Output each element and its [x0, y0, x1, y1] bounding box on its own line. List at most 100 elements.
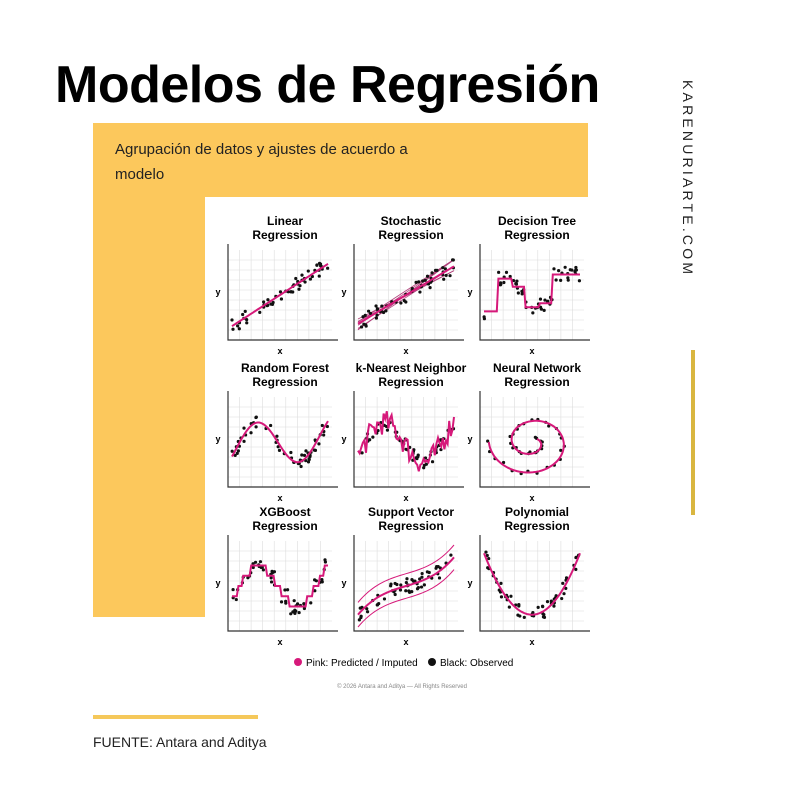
- dot: [326, 266, 330, 270]
- dot: [439, 447, 443, 452]
- dot: [363, 313, 367, 317]
- axis: [227, 535, 338, 632]
- dot: [374, 316, 379, 320]
- panel-title: Regression: [378, 375, 443, 389]
- x-label: x: [403, 637, 408, 647]
- panel-title: Regression: [504, 228, 569, 242]
- dot: [279, 600, 284, 604]
- dot: [362, 322, 366, 326]
- dot: [416, 455, 420, 459]
- dot: [430, 460, 435, 464]
- dot: [414, 280, 418, 284]
- dot: [234, 597, 238, 602]
- dot: [382, 597, 387, 601]
- y-label: y: [341, 287, 346, 297]
- dot: [448, 274, 452, 278]
- title: Modelos de Regresión: [55, 56, 600, 114]
- dot: [231, 587, 235, 592]
- panel-title: Polynomial: [505, 505, 569, 519]
- dot: [230, 449, 234, 453]
- dot: [306, 460, 311, 464]
- dot: [531, 611, 535, 615]
- dot: [393, 592, 397, 597]
- dot: [289, 450, 293, 455]
- dot: [275, 434, 279, 438]
- dot: [317, 442, 321, 446]
- dot: [427, 570, 431, 575]
- dot: [293, 611, 297, 616]
- dot: [258, 310, 262, 315]
- dot: [407, 589, 411, 593]
- dot: [289, 290, 293, 294]
- dot: [566, 278, 570, 282]
- axis: [479, 244, 590, 341]
- accent-line: [93, 715, 258, 719]
- dot: [549, 599, 553, 603]
- dot: [309, 601, 313, 605]
- dot: [423, 456, 428, 460]
- dot: [359, 325, 364, 329]
- dot: [422, 466, 426, 470]
- dot: [442, 277, 446, 281]
- dot: [546, 299, 550, 303]
- dot: [325, 424, 329, 429]
- dot: [552, 604, 556, 608]
- panel-title: Regression: [252, 519, 317, 533]
- dot: [539, 307, 543, 311]
- dot: [245, 318, 249, 322]
- axis: [353, 391, 464, 488]
- dot: [562, 592, 566, 596]
- dot: [574, 567, 578, 571]
- dot: [430, 271, 434, 275]
- dot: [308, 277, 313, 281]
- dot: [384, 309, 388, 313]
- dot: [393, 581, 397, 586]
- dot: [574, 555, 578, 560]
- dot: [360, 451, 364, 455]
- dot: [404, 589, 408, 593]
- dot: [421, 279, 425, 283]
- dot: [516, 291, 520, 295]
- dot: [278, 290, 283, 294]
- dot: [359, 616, 363, 620]
- dot: [410, 287, 414, 291]
- x-label: x: [529, 346, 534, 356]
- fit: [357, 556, 455, 616]
- panel-title: Decision Tree: [498, 214, 576, 228]
- dot: [266, 298, 270, 302]
- dot: [415, 587, 420, 591]
- x-label: x: [529, 493, 534, 503]
- dot: [577, 279, 582, 283]
- dot: [231, 327, 235, 331]
- dot: [487, 556, 491, 561]
- dot: [258, 560, 263, 564]
- dot: [568, 268, 572, 272]
- dot: [289, 612, 293, 616]
- x-label: x: [403, 346, 408, 356]
- dot: [374, 304, 378, 308]
- dot: [389, 584, 393, 588]
- dot: [365, 607, 369, 611]
- dot: [251, 562, 255, 566]
- axis: [227, 391, 338, 488]
- panel-title: Random Forest: [241, 361, 329, 375]
- dot: [292, 599, 296, 603]
- dot: [557, 269, 561, 273]
- figure-bg: [205, 197, 590, 692]
- dot: [251, 565, 255, 570]
- panel-title: Regression: [504, 375, 569, 389]
- dot: [508, 274, 512, 279]
- dot: [254, 425, 258, 429]
- dot: [236, 324, 240, 328]
- panel-title: Regression: [252, 228, 317, 242]
- dot: [297, 287, 301, 291]
- panel-title: Regression: [378, 519, 443, 533]
- y-label: y: [215, 578, 220, 588]
- dot: [501, 460, 506, 465]
